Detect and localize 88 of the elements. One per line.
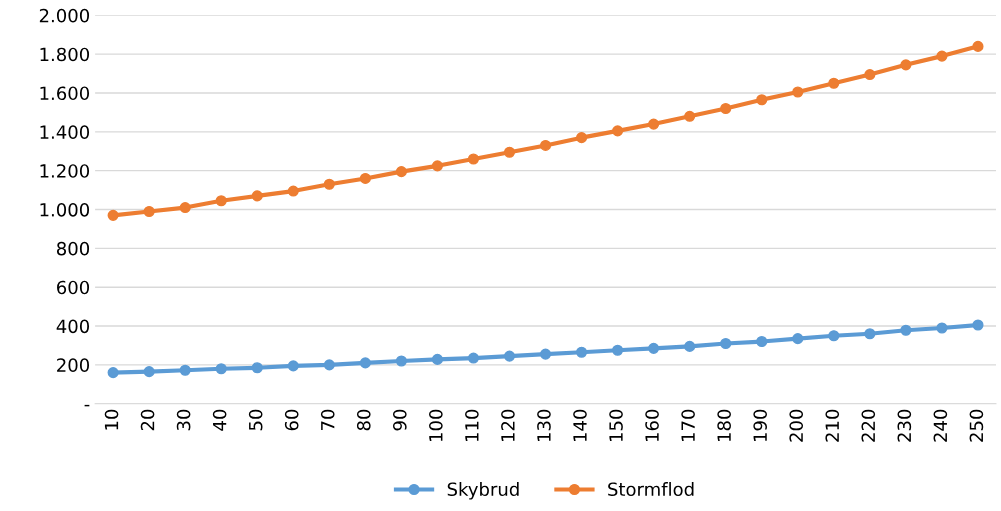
- x-tick-label: 20: [140, 409, 155, 431]
- x-tick-label: 140: [573, 409, 587, 442]
- x-tick-label: 220: [861, 409, 876, 442]
- y-tick-label: -: [84, 404, 90, 407]
- x-tick-label: 130: [537, 409, 551, 442]
- y-tick-label: 1.000: [40, 202, 90, 217]
- point: [828, 330, 840, 342]
- point: [936, 50, 948, 62]
- point: [936, 322, 948, 334]
- x-tick-label: 10: [104, 409, 119, 430]
- point: [684, 340, 696, 352]
- x-tick-label: 120: [501, 409, 515, 442]
- y-tick-label: 600: [57, 280, 90, 295]
- point: [576, 346, 588, 358]
- y-tick-label: 1.800: [40, 47, 90, 62]
- point: [972, 40, 984, 52]
- point: [539, 139, 552, 151]
- x-tick-label: 230: [897, 409, 912, 442]
- point: [828, 77, 840, 89]
- point: [503, 146, 516, 158]
- x-tick-label: 200: [789, 409, 804, 442]
- point: [864, 328, 876, 340]
- point: [431, 353, 443, 365]
- point: [395, 166, 407, 178]
- x-tick-label: 60: [284, 409, 299, 431]
- x-tick-label: 70: [320, 409, 335, 431]
- point: [467, 153, 480, 165]
- point: [107, 367, 119, 379]
- point: [323, 359, 335, 371]
- point: [539, 348, 552, 360]
- point: [720, 102, 732, 115]
- x-tick-label: 110: [465, 409, 479, 442]
- point: [684, 110, 696, 122]
- point: [359, 357, 371, 369]
- x-tick-label: 170: [681, 409, 695, 442]
- point: [359, 172, 371, 184]
- x-tick-label: 210: [825, 409, 840, 442]
- point: [612, 344, 624, 356]
- point: [215, 195, 227, 207]
- point: [395, 355, 407, 367]
- x-tick-label: 160: [645, 409, 659, 442]
- legend-label: Skybrud: [447, 482, 519, 500]
- x-tick-label: 40: [212, 409, 227, 431]
- x-tick-label: 250: [969, 409, 984, 442]
- point: [431, 160, 443, 172]
- point: [179, 364, 191, 376]
- point: [900, 324, 912, 336]
- point: [648, 118, 660, 130]
- point: [251, 362, 263, 374]
- point: [900, 59, 912, 71]
- x-tick-label: 240: [933, 409, 948, 442]
- point: [756, 335, 768, 348]
- point: [251, 190, 263, 202]
- point: [143, 205, 155, 218]
- point: [720, 337, 732, 350]
- x-tick-label: 180: [717, 409, 731, 442]
- point: [972, 319, 984, 331]
- y-tick-label: 1.400: [40, 125, 90, 139]
- point: [467, 352, 480, 364]
- x-tick-label: 90: [392, 409, 407, 431]
- point: [323, 178, 335, 190]
- point: [215, 363, 227, 375]
- y-tick-label: 200: [57, 358, 90, 372]
- x-tick-label: 100: [429, 409, 443, 442]
- y-tick-label: 2.000: [39, 8, 90, 23]
- legend-label: Stormflod: [608, 482, 694, 497]
- y-tick-label: 1.600: [40, 86, 90, 101]
- x-tick-label: 150: [609, 409, 623, 442]
- point: [612, 125, 624, 137]
- y-tick-label: 400: [56, 319, 90, 334]
- point: [864, 68, 876, 81]
- point: [143, 366, 155, 378]
- point: [179, 202, 191, 214]
- point: [792, 333, 804, 345]
- point: [107, 209, 119, 221]
- x-tick-label: 80: [356, 409, 371, 431]
- point: [648, 342, 660, 354]
- point: [756, 94, 768, 106]
- x-tick-label: 30: [176, 409, 191, 431]
- x-tick-label: 50: [248, 409, 263, 431]
- x-tick-label: 190: [753, 409, 767, 442]
- y-tick-label: 1.200: [40, 164, 90, 178]
- y-tick-label: 800: [56, 241, 90, 256]
- point: [287, 185, 299, 197]
- point: [503, 350, 516, 362]
- point: [792, 86, 804, 98]
- point: [287, 360, 299, 372]
- point: [576, 132, 588, 144]
